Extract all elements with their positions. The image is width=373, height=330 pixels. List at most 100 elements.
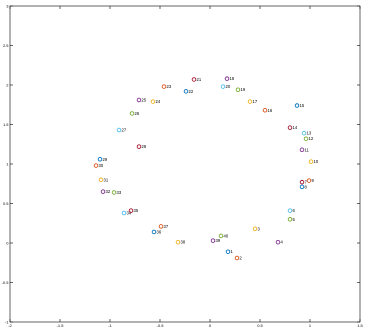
x-tick-label: -0.5 xyxy=(157,323,165,328)
data-point-marker xyxy=(262,108,268,113)
data-point-marker xyxy=(128,208,134,213)
data-point-marker xyxy=(136,97,142,103)
y-tick-label: -0.5 xyxy=(2,280,10,285)
data-point-label: 2 xyxy=(240,256,243,261)
data-point-marker xyxy=(224,76,230,81)
y-axis: -1 -0.5 0 0.5 1 1.5 2 2.5 3 xyxy=(2,4,360,325)
data-point-marker xyxy=(287,208,293,213)
data-point-marker xyxy=(220,84,226,89)
data-point-marker xyxy=(98,177,104,183)
data-point-label: 22 xyxy=(189,89,194,94)
data-point-label: 25 xyxy=(142,98,147,103)
data-point-label: 19 xyxy=(241,87,246,92)
data-point-label: 30 xyxy=(99,163,104,168)
data-point-marker xyxy=(234,255,240,261)
data-point-label: 34 xyxy=(127,210,132,215)
data-point-marker xyxy=(218,233,224,239)
data-point-label: 1 xyxy=(231,249,234,254)
data-point-label: 21 xyxy=(197,77,202,82)
data-point-label: 16 xyxy=(268,108,273,113)
y-tick-label: 3 xyxy=(6,4,9,9)
y-tick-label: 2 xyxy=(6,83,9,88)
data-point-label: 9 xyxy=(312,178,315,183)
data-point-marker xyxy=(299,147,305,153)
x-tick-label: 0 xyxy=(209,323,212,328)
data-point-marker xyxy=(93,163,99,168)
x-tick-label: 0.5 xyxy=(257,323,263,328)
data-point-marker xyxy=(308,159,314,164)
data-point-label: 10 xyxy=(314,159,319,164)
data-point-label: 28 xyxy=(142,144,147,149)
x-tick-label: 1.5 xyxy=(357,323,363,328)
y-tick-label: 1 xyxy=(6,162,9,167)
x-tick-label: -1.5 xyxy=(57,323,65,328)
y-tick-label: 1.5 xyxy=(3,122,9,127)
data-point-label: 6 xyxy=(293,208,296,213)
data-point-marker xyxy=(287,125,293,130)
data-point-label: 40 xyxy=(224,233,229,238)
data-point-label: 36 xyxy=(157,229,162,234)
x-tick-label: 1 xyxy=(309,323,312,328)
data-point-marker xyxy=(136,144,142,149)
data-point-label: 11 xyxy=(305,147,310,152)
data-point-label: 29 xyxy=(103,157,108,162)
data-point-marker xyxy=(100,189,106,194)
y-tick-label: -1 xyxy=(5,320,9,325)
data-point-marker xyxy=(252,226,258,232)
data-point-marker xyxy=(299,179,305,185)
data-point-label: 5 xyxy=(293,217,296,222)
data-point-label: 37 xyxy=(164,224,169,229)
data-point-marker xyxy=(303,136,309,141)
data-point-label: 12 xyxy=(309,136,314,141)
data-point-marker xyxy=(175,239,181,245)
data-point-marker xyxy=(235,87,241,92)
data-point-label: 17 xyxy=(253,99,258,104)
data-point-label: 26 xyxy=(135,111,140,116)
y-tick-label: 2.5 xyxy=(3,43,9,48)
data-point-marker xyxy=(97,157,103,162)
data-point-label: 7 xyxy=(305,180,308,185)
data-point-label: 14 xyxy=(293,125,298,130)
y-tick-label: 0.5 xyxy=(3,201,9,206)
data-point-marker xyxy=(299,184,305,190)
data-point-marker xyxy=(116,127,122,133)
data-point-label: 24 xyxy=(156,99,161,104)
x-axis: -2 -1.5 -1 -0.5 0 0.5 1 1.5 xyxy=(8,6,364,328)
data-point-label: 35 xyxy=(134,208,139,213)
data-point-marker xyxy=(150,99,156,104)
data-point-marker xyxy=(301,130,307,136)
data-point-marker xyxy=(294,103,300,108)
data-point-marker xyxy=(247,99,253,104)
data-point-marker xyxy=(158,224,164,229)
data-point-marker xyxy=(191,77,197,82)
data-point-label: 15 xyxy=(300,103,305,108)
plot-area xyxy=(9,5,361,323)
data-point-label: 18 xyxy=(230,76,235,81)
data-point-label: 27 xyxy=(122,128,127,133)
data-point-label: 38 xyxy=(181,240,186,245)
x-tick-label: -2 xyxy=(8,323,12,328)
data-point-marker xyxy=(287,217,293,222)
data-point-marker xyxy=(306,178,312,183)
data-point-label: 31 xyxy=(104,177,109,182)
data-point-label: 32 xyxy=(106,189,111,194)
data-point-label: 23 xyxy=(167,84,172,89)
y-tick-label: 0 xyxy=(6,241,9,246)
data-point-label: 3 xyxy=(258,226,261,231)
data-point-marker xyxy=(225,249,231,254)
data-point-label: 4 xyxy=(281,240,284,245)
data-point-label: 20 xyxy=(226,84,231,89)
data-point-marker xyxy=(183,89,189,94)
x-tick-label: -1 xyxy=(108,323,112,328)
data-point-marker xyxy=(275,239,281,245)
data-point-marker xyxy=(210,238,216,243)
data-point-marker xyxy=(151,229,157,235)
data-point-label: 33 xyxy=(117,190,122,195)
data-point-marker xyxy=(129,111,135,116)
data-point-label: 13 xyxy=(307,131,312,136)
data-point-label: 8 xyxy=(305,184,308,189)
data-point-label: 39 xyxy=(216,238,221,243)
data-points: 1234567891011121314151617181920212223242… xyxy=(93,76,319,261)
data-point-marker xyxy=(161,84,167,89)
